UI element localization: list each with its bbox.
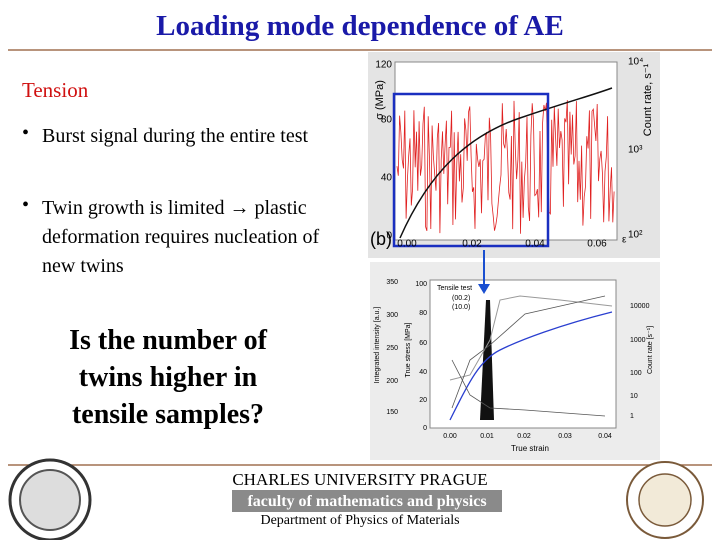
ae-signal [396,100,615,234]
faculty-logo-inner [638,473,692,527]
x-axis-label: True strain [511,444,549,453]
ae-noise [396,100,615,234]
x-tick-label: 0.02 [517,433,531,440]
legend-label: Tensile test [437,285,472,292]
bullet: Burst signal during the entire test [42,125,309,147]
question: Is the number of twins higher in tensile… [69,325,267,430]
slide-title: Loading mode dependence of AE [156,10,564,42]
x-tick-label: 0.02 [462,239,482,250]
y-tick-label: 150 [386,409,398,416]
stress-curve [399,87,613,239]
department-name: Department of Physics of Materials [260,513,460,528]
bullet: Twin growth is limited → plastic deforma… [42,197,320,277]
x-tick-label: 0.00 [397,239,417,250]
section-label: Tension [22,78,89,102]
y3-tick-label: 100 [630,370,642,377]
y2-tick-label: 20 [419,397,427,404]
legend-label: (00.2) [452,295,470,302]
y2-tick-label: 0 [423,425,427,432]
y-axis-label: σ (MPa) [374,80,386,120]
y-tick-label: 300 [386,312,398,319]
panel-label: (b) [370,229,392,249]
y-tick-label: 80 [381,115,393,126]
y-tick-label: 120 [375,60,392,71]
y2-tick-label: 10³ [628,145,643,156]
y2-tick-label: 40 [419,369,427,376]
x-tick-label: 0.04 [525,239,545,250]
y2-tick-label: 60 [419,340,427,347]
x-tick-label: 0.01 [480,433,494,440]
y-tick-label: 40 [381,173,393,184]
university-logo-inner [19,469,81,531]
faculty-band [232,490,502,512]
y-tick-label: 0 [386,231,392,242]
y2-tick-label: 10⁴ [628,57,643,68]
y3-tick-label: 1 [630,413,634,420]
x-tick-label: 0.04 [598,433,612,440]
y-tick-label: 350 [386,279,398,286]
y2-tick-label: 100 [415,281,427,288]
y3-axis-label: Count rate [s⁻¹] [647,326,654,374]
intensity-curve [451,359,606,417]
y2-axis-label: True stress [MPa] [405,322,412,377]
x-tick-label: 0.06 [587,239,607,250]
x-tick-label: 0.03 [558,433,572,440]
y3-tick-label: 10 [630,393,638,400]
y2-tick-label: 10² [628,230,643,241]
y-tick-label: 200 [386,378,398,385]
legend-label: (10.0) [452,304,470,311]
arrow-head [478,284,490,294]
faculty-name: faculty of mathematics and physics [247,493,486,510]
y3-tick-label: 10000 [630,303,650,310]
figure-bottom-plot [429,279,617,429]
bullet-dot: • [22,122,30,144]
y2-tick-label: 80 [419,310,427,317]
intensity-curve [451,295,606,409]
y-tick-label: 250 [386,345,398,352]
y3-tick-label: 1000 [630,337,646,344]
intensity-curve [449,295,613,381]
bullet-dot: • [22,194,30,216]
y-axis-label: Integrated intensity [a.u.] [374,307,381,384]
x-tick-label: 0.00 [443,433,457,440]
x-axis-label: ε [622,235,627,246]
highlight-box [392,92,550,248]
university-name: CHARLES UNIVERSITY PRAGUE [232,470,488,489]
y2-axis-label: Count rate, s⁻¹ [642,63,654,136]
